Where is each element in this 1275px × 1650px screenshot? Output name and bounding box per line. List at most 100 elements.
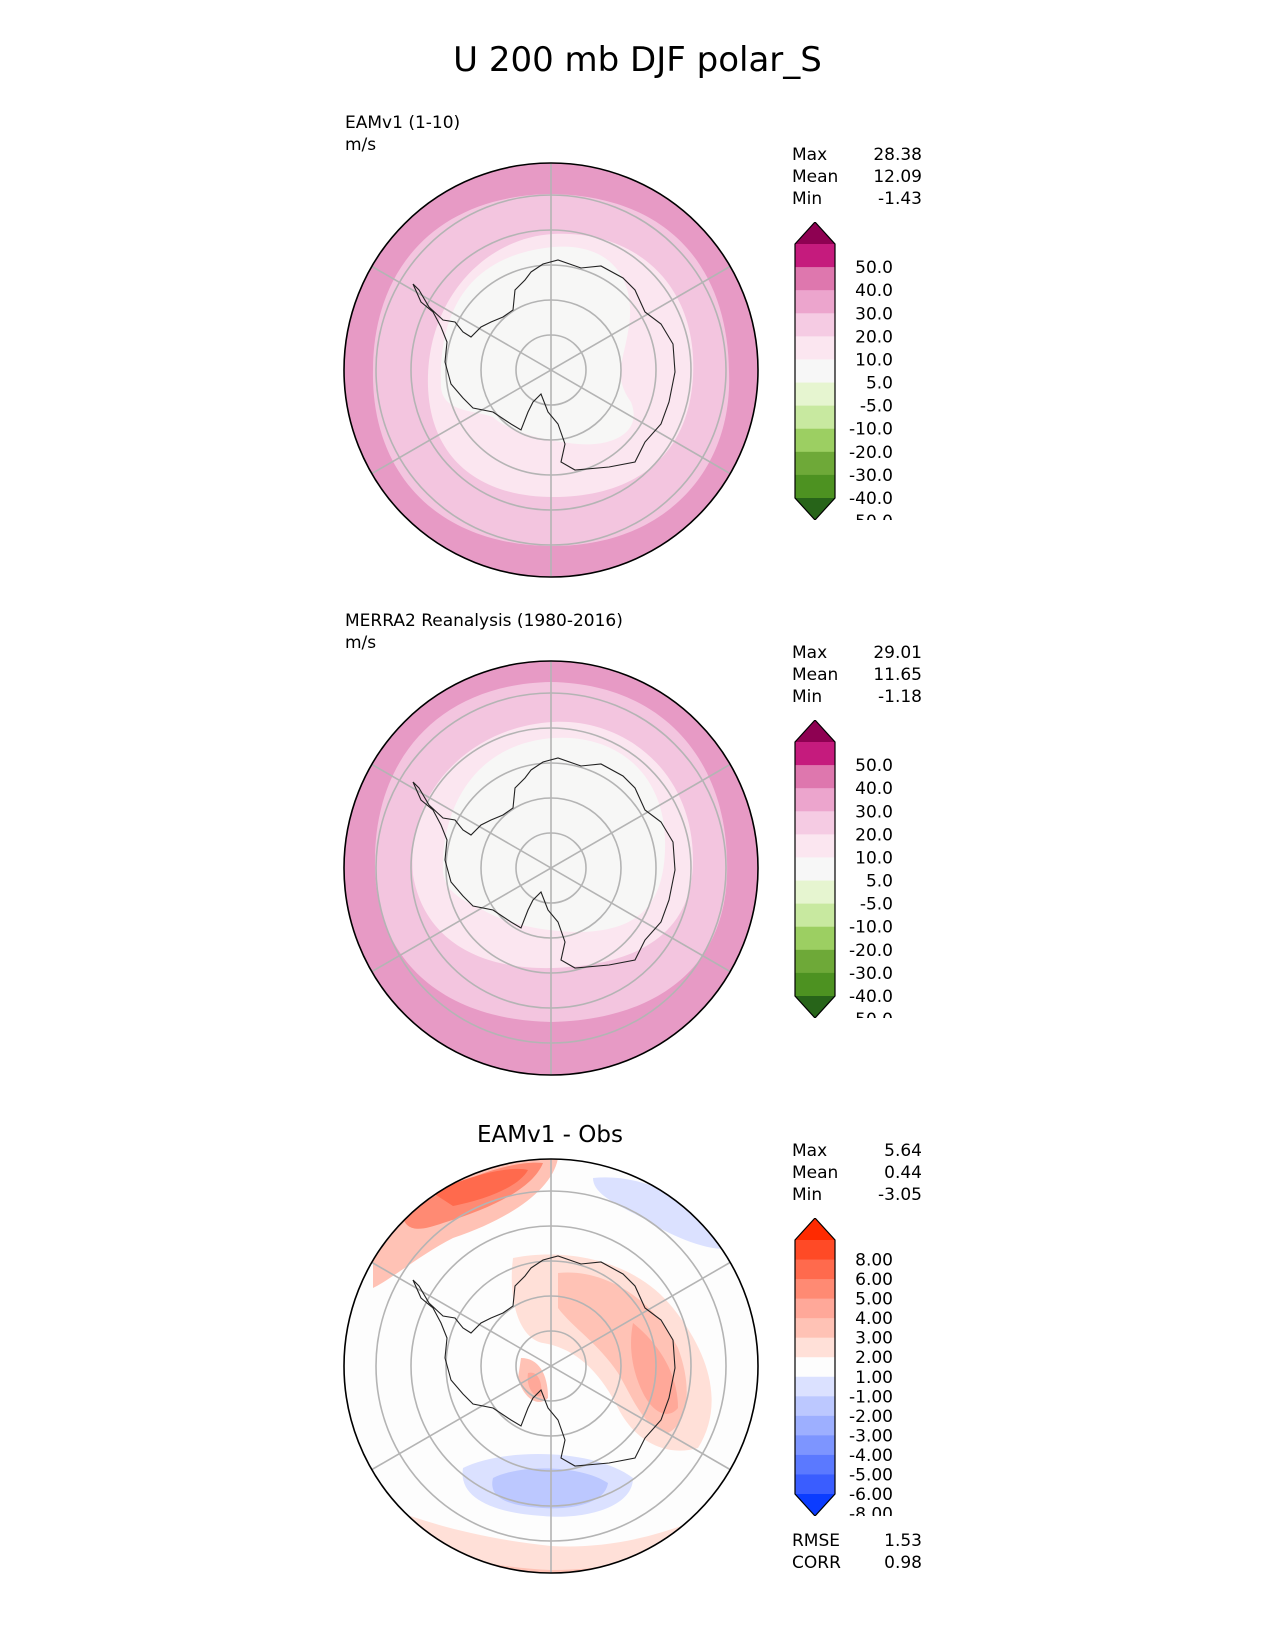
colorbar-segment	[795, 336, 835, 360]
colorbar-tick-label: -2.00	[849, 1407, 893, 1427]
colorbar-segment	[795, 290, 835, 314]
colorbar-segment	[795, 903, 835, 928]
colorbar-tick-label: 20.0	[855, 825, 893, 845]
colorbar-tick-label: 8.00	[855, 1251, 893, 1271]
colorbar-tick-label: -10.0	[849, 420, 893, 440]
colorbar-segment	[795, 451, 835, 476]
colorbar-tick-label: 50.0	[855, 258, 893, 278]
colorbar-segment	[795, 857, 835, 882]
colorbar-tick-label: 30.0	[855, 802, 893, 822]
colorbar-tick-label: 2.00	[855, 1348, 893, 1368]
panel-1-stats: Max 28.38 Mean 12.09 Min -1.43	[792, 144, 922, 210]
panel-1-units: m/s	[345, 135, 377, 155]
panel-1-stat-max: Max 28.38	[792, 145, 922, 165]
colorbar-tick-label: 50.0	[855, 756, 893, 776]
colorbar-segment	[795, 359, 835, 384]
panel-3-stat-max: Max 5.64	[792, 1141, 922, 1161]
panel-1-label: EAMv1 (1-10) m/s	[345, 112, 460, 156]
colorbar-tick-label: 1.00	[855, 1368, 893, 1388]
panel-3-stat-mean: Mean 0.44	[792, 1163, 922, 1183]
panel-3-stats: Max 5.64 Mean 0.44 Min -3.05	[792, 1140, 922, 1206]
colorbar-tick-label: 40.0	[855, 779, 893, 799]
colorbar-tick-label: 6.00	[855, 1270, 893, 1290]
colorbar-segment	[795, 1279, 835, 1300]
figure-title: U 200 mb DJF polar_S	[453, 40, 822, 80]
colorbar-outline	[794, 222, 836, 520]
panel-2-stat-max: Max 29.01	[792, 643, 922, 663]
graticule	[371, 661, 731, 1075]
colorbar-tick-label: -20.0	[849, 941, 893, 961]
panel-3-polar-map	[343, 1158, 759, 1574]
fill-band-5	[442, 737, 666, 932]
colorbar-extend-bottom	[795, 1494, 835, 1516]
colorbar-segment	[795, 1435, 835, 1456]
colorbar-tick-label: -10.0	[849, 918, 893, 938]
colorbar-segment	[795, 765, 835, 789]
panel-1-stat-mean: Mean 12.09	[792, 167, 922, 187]
colorbar-segment	[795, 1357, 835, 1378]
map-boundary	[343, 1158, 759, 1574]
colorbar-extend-top	[795, 1218, 835, 1240]
colorbar-segment	[795, 972, 835, 997]
antarctica-coastline	[412, 259, 676, 471]
colorbar-tick-label: -3.00	[849, 1426, 893, 1446]
colorbar-extend-bottom	[795, 996, 835, 1018]
panel-3-colorbar: 8.006.005.004.003.002.001.00-1.00-2.00-3…	[794, 1218, 893, 1516]
colorbar-tick-label: -5.0	[860, 895, 893, 915]
colorbar-segment	[795, 1298, 835, 1319]
colorbar-segment	[795, 267, 835, 291]
panel-2-stats: Max 29.01 Mean 11.65 Min -1.18	[792, 642, 922, 708]
panel-2-model-name: MERRA2 Reanalysis (1980-2016)	[345, 611, 623, 631]
colorbar-tick-label: -1.00	[849, 1387, 893, 1407]
colorbar-tick-label: 5.0	[866, 374, 893, 394]
colorbar-tick-label: -50.0	[849, 1010, 893, 1018]
colorbar-segment	[795, 788, 835, 812]
colorbar-tick-label: -5.0	[860, 397, 893, 417]
colorbar-tick-label: 10.0	[855, 350, 893, 370]
panel-2-label: MERRA2 Reanalysis (1980-2016) m/s	[345, 610, 623, 654]
colorbar-segment	[795, 949, 835, 974]
colorbar-tick-label: -20.0	[849, 443, 893, 463]
colorbar-tick-label: -6.00	[849, 1485, 893, 1505]
map-boundary	[343, 660, 759, 1076]
panel-2-polar-map	[343, 660, 759, 1076]
graticule	[371, 1159, 731, 1573]
graticule	[371, 163, 731, 577]
panel-3-metric-rmse: RMSE 1.53	[792, 1531, 922, 1551]
panel-2-stat-min: Min -1.18	[792, 687, 922, 707]
colorbar-extend-bottom	[795, 498, 835, 520]
colorbar-extend-top	[795, 720, 835, 742]
colorbar-segment	[795, 244, 835, 268]
colorbar-segment	[795, 1454, 835, 1475]
colorbar-tick-label: -40.0	[849, 489, 893, 509]
panel-3-metrics: RMSE 1.53 CORR 0.98	[792, 1530, 922, 1574]
colorbar-segment	[795, 1396, 835, 1417]
colorbar-segment	[795, 474, 835, 499]
colorbar-segment	[795, 880, 835, 905]
colorbar-tick-label: 4.00	[855, 1309, 893, 1329]
fill-band-5	[440, 246, 634, 445]
colorbar-tick-label: -30.0	[849, 964, 893, 984]
colorbar-segment	[795, 1376, 835, 1397]
antarctica-coastline	[412, 1255, 676, 1467]
panel-2-colorbar: 50.0 40.0 30.0 20.0 10.0 5.0 -5.0 -10.0 -20.0 -30…	[794, 720, 893, 1018]
colorbar-segment	[795, 428, 835, 453]
colorbar-tick-label: -4.00	[849, 1446, 893, 1466]
colorbar-tick-label: 5.0	[866, 872, 893, 892]
colorbar-outline	[794, 720, 836, 1018]
colorbar-tick-label: 20.0	[855, 327, 893, 347]
colorbar-outline	[794, 1218, 836, 1516]
panel-1-polar-map	[343, 162, 759, 578]
panel-3-metric-corr: CORR 0.98	[792, 1553, 922, 1573]
colorbar-tick-label: 10.0	[855, 848, 893, 868]
colorbar-extend-top	[795, 222, 835, 244]
colorbar-segment	[795, 1318, 835, 1339]
colorbar-segment	[795, 811, 835, 835]
colorbar-tick-label: -5.00	[849, 1465, 893, 1485]
panel-1-colorbar: 50.0 40.0 30.0 20.0 10.0 5.0 -5.0 -10.0 -20.0 -30…	[794, 222, 893, 520]
colorbar-tick-label: -50.0	[849, 512, 893, 520]
panel-3-stat-min: Min -3.05	[792, 1185, 922, 1205]
panel-1-stat-min: Min -1.43	[792, 189, 922, 209]
colorbar-segment	[795, 926, 835, 951]
colorbar-segment	[795, 742, 835, 766]
